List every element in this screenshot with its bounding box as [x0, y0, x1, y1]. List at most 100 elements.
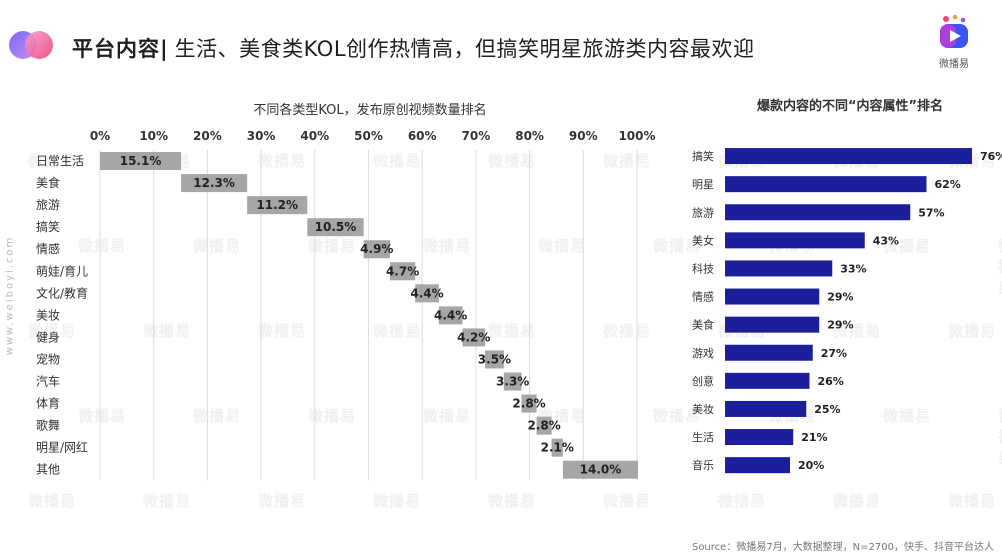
x-tick-label: 60% [408, 129, 437, 143]
bar-value-label: 62% [935, 178, 961, 191]
waterfall-bar [181, 174, 248, 193]
waterfall-bar [462, 328, 486, 347]
watermark-text: 微播易 [308, 237, 357, 255]
waterfall-bar [536, 416, 552, 435]
x-tick-label: 20% [193, 129, 222, 143]
watermark-text: 微播易 [603, 152, 652, 170]
watermark-text: 微播易 [143, 492, 192, 510]
waterfall-bar [307, 218, 364, 237]
ranking-bar [725, 400, 807, 417]
category-label: 创意 [692, 374, 714, 388]
watermark-text: 微播易 [258, 152, 307, 170]
ranking-bar [725, 204, 911, 221]
waterfall-bar [100, 152, 182, 171]
category-label: 游戏 [692, 347, 714, 360]
category-label: 美食 [692, 318, 714, 332]
bar-value-label: 3.5% [478, 352, 511, 366]
waterfall-bar [485, 350, 504, 369]
category-label: 搞笑 [36, 219, 60, 234]
bar-value-label: 4.2% [457, 330, 490, 344]
watermark-text: 微播易 [28, 152, 77, 170]
title-main: 平台内容| [72, 37, 169, 61]
watermark-text: 微播易 [948, 322, 997, 340]
waterfall-bar [521, 394, 537, 413]
watermark-text: 微播易 [653, 407, 702, 425]
category-label: 美妆 [36, 308, 60, 322]
bar-value-label: 29% [827, 291, 853, 304]
category-label: 搞笑 [692, 149, 714, 163]
play-icon [940, 14, 968, 48]
watermark-text: 微播易 [28, 492, 77, 510]
x-tick-label: 80% [515, 129, 544, 143]
x-tick-label: 40% [300, 129, 329, 143]
waterfall-bar [389, 262, 416, 281]
brand-name: 微播易 [939, 59, 969, 70]
x-tick-label: 10% [139, 129, 168, 143]
waterfall-bar [551, 438, 563, 457]
category-label: 美妆 [692, 403, 714, 416]
bar-value-label: 11.2% [256, 198, 298, 212]
waterfall-bar [415, 284, 439, 303]
watermark-text: 微播易 [143, 322, 192, 340]
ranking-bar [725, 372, 810, 389]
watermark-text: 微播易 [833, 492, 882, 510]
category-label: 其他 [36, 463, 60, 477]
category-label: 旅游 [692, 205, 714, 219]
watermark-text: 微播易 [948, 492, 997, 510]
watermark-text: 微播易 [373, 492, 422, 510]
x-tick-label: 90% [569, 129, 598, 143]
bar-value-label: 43% [873, 234, 899, 247]
watermark-text: 微播易 [373, 322, 422, 340]
waterfall-bar [247, 196, 308, 215]
category-label: 汽车 [36, 374, 60, 389]
category-label: 生活 [692, 430, 714, 444]
waterfall-bar [363, 240, 390, 259]
gradient-blob-logo [9, 31, 53, 59]
bar-value-label: 2.1% [541, 441, 574, 455]
chart-title: 不同各类型KOL，发布原创视频数量排名 [253, 102, 486, 118]
watermark-text: 微播易 [423, 407, 472, 425]
category-label: 明星/网红 [36, 440, 88, 455]
category-label: 宠物 [36, 351, 60, 366]
ranking-bar [725, 232, 865, 249]
watermark-text: 微播易 [193, 237, 242, 255]
watermark-text: 微播易 [998, 405, 1002, 468]
bar-value-label: 27% [821, 347, 847, 360]
bar-value-label: 2.8% [527, 419, 560, 433]
source-note: Source：微播易7月，大数据整理，N=2700，快手、抖音平台达人 [691, 542, 994, 553]
watermark-text: 微播易 [423, 237, 472, 255]
bar-value-label: 29% [827, 319, 853, 332]
category-label: 情感 [36, 241, 60, 256]
ranking-bar [725, 148, 972, 165]
watermark-text: 微播易 [258, 322, 307, 340]
ranking-bar [725, 457, 790, 474]
watermark-text: 微播易 [998, 235, 1002, 298]
x-tick-label: 50% [354, 129, 383, 143]
x-tick-label: 100% [618, 129, 655, 143]
bar-value-label: 4.4% [434, 308, 467, 322]
ranking-bar [725, 288, 820, 305]
category-label: 情感 [692, 291, 714, 304]
watermark-text: 微播易 [78, 237, 127, 255]
bar-value-label: 4.9% [360, 242, 393, 256]
bar-value-label: 20% [798, 459, 824, 472]
bar-value-label: 2.8% [512, 397, 545, 411]
bar-value-label: 33% [840, 262, 866, 275]
category-label: 体育 [36, 396, 60, 411]
waterfall-bar [438, 306, 463, 325]
brand-logo: 微播易 [918, 14, 990, 70]
category-label: 美食 [36, 175, 60, 190]
bar-value-label: 15.1% [120, 154, 162, 168]
category-label: 日常生活 [36, 154, 84, 168]
waterfall-bar [503, 372, 522, 391]
watermark-text: 微播易 [603, 322, 652, 340]
bar-value-label: 57% [918, 206, 944, 219]
watermark-text: 微播易 [603, 492, 652, 510]
watermark-text: 微播易 [653, 237, 702, 255]
chart-title: 爆款内容的不同“内容属性”排名 [757, 98, 943, 114]
watermark-text: 微播易 [538, 237, 587, 255]
waterfall-chart: 不同各类型KOL，发布原创视频数量排名 0% 10% 20% 30% 40% 50% 60% 7… [36, 102, 656, 481]
category-label: 旅游 [36, 198, 60, 212]
x-tick-label: 0% [90, 129, 110, 143]
